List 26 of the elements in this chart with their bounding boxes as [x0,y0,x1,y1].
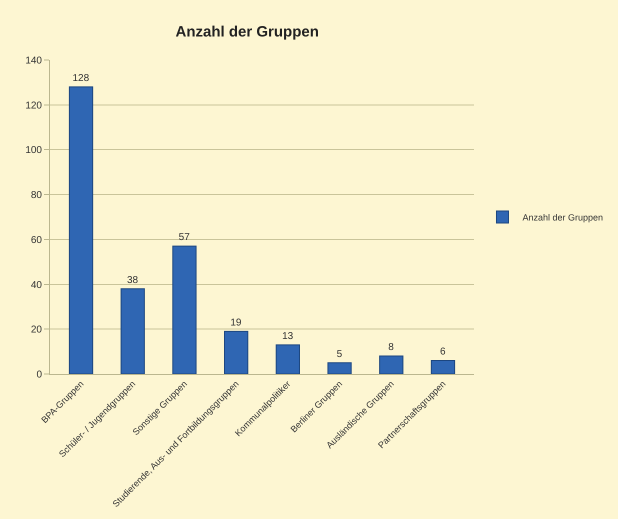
data-label: 38 [126,274,139,286]
data-label: 5 [336,348,343,360]
data-label: 57 [178,232,190,244]
data-label: 19 [230,317,242,328]
bar [224,330,248,374]
data-label: 128 [72,72,90,84]
data-label: 13 [282,330,294,342]
y-tick-label: 80 [30,190,42,202]
bar [430,360,456,374]
bar [327,362,352,374]
y-tick-label: 40 [30,280,42,291]
data-label: 8 [388,342,394,354]
bar [276,344,300,374]
y-tick-label: 120 [25,100,42,112]
bar [68,86,94,374]
y-tick-label: 60 [30,234,42,246]
legend-label: Anzahl der Gruppen [522,212,604,223]
chart-title: Anzahl der Gruppen [176,23,319,40]
bar [379,356,404,374]
bar [120,288,145,374]
y-tick-label: 0 [36,370,42,380]
y-tick-label: 140 [25,56,42,66]
y-tick-label: 20 [30,324,42,336]
y-tick-label: 100 [25,145,42,156]
data-label: 6 [440,346,446,358]
bar [172,246,197,374]
